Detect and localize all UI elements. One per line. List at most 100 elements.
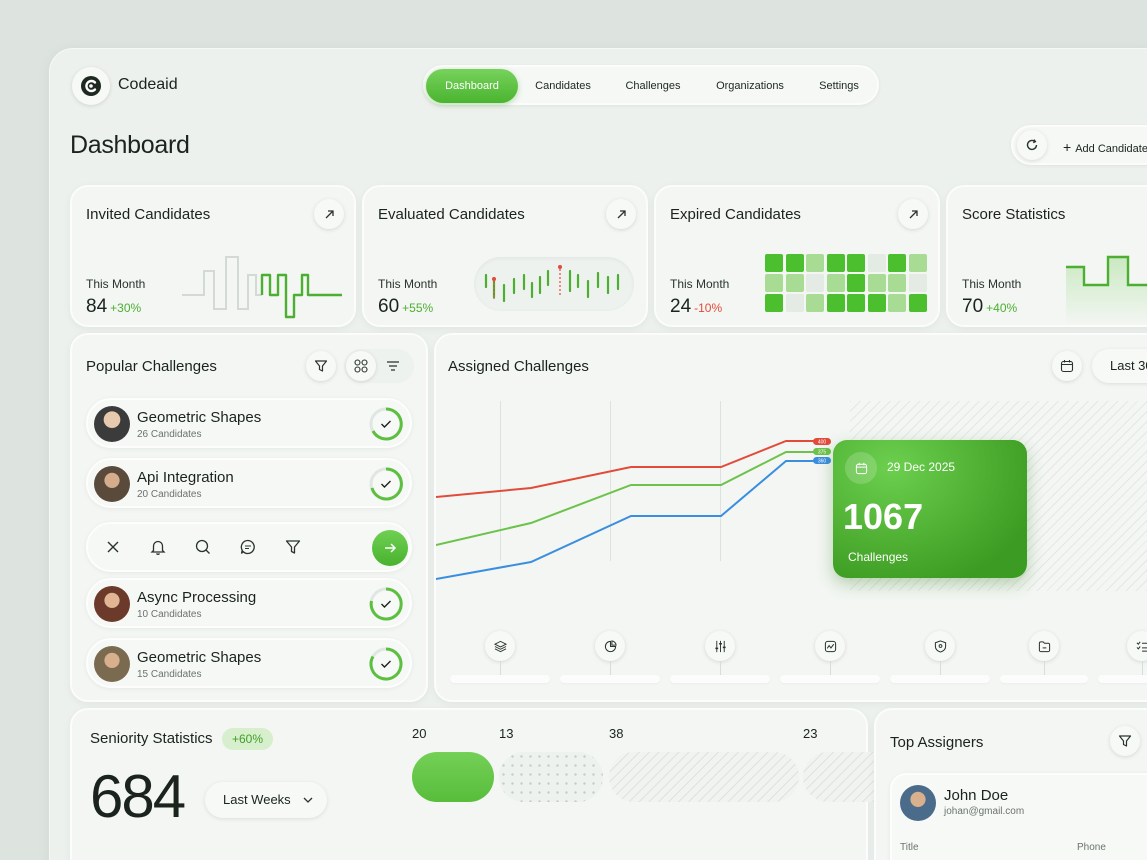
avatar [94, 466, 130, 502]
challenge-count: 26 Candidates [137, 429, 202, 440]
stat-change: +40% [986, 301, 1018, 315]
heatmap-cell [826, 294, 845, 312]
challenge-item[interactable]: Api Integration 20 Candidates [86, 458, 412, 508]
filter-button[interactable] [306, 351, 336, 381]
avatar [94, 646, 130, 682]
marker-blue-label: 360 [818, 459, 827, 465]
assigner-item[interactable]: John Doe johan@gmail.com Title Phone [890, 773, 1147, 860]
stem [940, 661, 941, 675]
stat-title: Score Statistics [962, 206, 1066, 223]
stat-change: +55% [402, 301, 434, 315]
nav-organizations[interactable]: Organizations [716, 80, 784, 92]
main-nav: Dashboard Candidates Challenges Organiza… [423, 65, 879, 105]
progress-bar [890, 675, 990, 683]
heatmap-cell [806, 274, 824, 292]
go-button[interactable] [372, 530, 408, 566]
nav-dashboard[interactable]: Dashboard [426, 69, 518, 103]
grid-icon [354, 359, 368, 373]
layers-icon[interactable] [485, 631, 515, 661]
stat-title: Evaluated Candidates [378, 206, 525, 223]
checklist-icon[interactable] [1127, 631, 1147, 661]
tooltip-date: 29 Dec 2025 [887, 460, 956, 474]
phone-label: Phone [1077, 842, 1106, 853]
nav-challenges[interactable]: Challenges [625, 80, 681, 92]
progress-bar [780, 675, 880, 683]
shield-icon[interactable] [925, 631, 955, 661]
assigned-line-chart: 400 375 360 [436, 438, 831, 580]
assigner-name: John Doe [944, 787, 1009, 804]
view-toggle [344, 349, 414, 383]
progress-bar [450, 675, 550, 683]
filter-icon [1118, 735, 1132, 747]
heatmap-cell [765, 294, 783, 312]
search-icon[interactable] [194, 538, 212, 556]
close-icon[interactable] [104, 538, 122, 556]
heatmap-cell [765, 274, 783, 292]
progress-bar [560, 675, 660, 683]
filter-icon[interactable] [284, 538, 302, 556]
logo-icon[interactable] [72, 67, 110, 105]
stat-number: 84 [86, 296, 108, 317]
heatmap-cell [806, 294, 824, 312]
bell-icon[interactable] [149, 538, 167, 556]
check-progress-icon[interactable] [368, 586, 404, 622]
nav-candidates[interactable]: Candidates [535, 80, 591, 92]
marker-green [813, 448, 831, 455]
calendar-icon [845, 452, 877, 484]
refresh-button[interactable] [1017, 130, 1047, 160]
grid-view-button[interactable] [346, 351, 376, 381]
check-progress-icon[interactable] [368, 646, 404, 682]
arrow-up-right-icon [617, 209, 626, 218]
challenge-item[interactable]: Geometric Shapes 26 Candidates [86, 398, 412, 448]
line-series-red [436, 440, 822, 498]
open-button[interactable] [606, 199, 636, 229]
period-select[interactable]: Last Weeks [205, 782, 327, 818]
check-progress-icon[interactable] [368, 406, 404, 442]
stat-number: 60 [378, 296, 400, 317]
heatmap-cell [908, 254, 927, 272]
heatmap-cell [785, 254, 804, 272]
marker-red [813, 438, 831, 445]
stem [610, 661, 611, 675]
open-button[interactable] [314, 199, 344, 229]
arrow-up-right-icon [325, 209, 334, 218]
pie-chart-icon[interactable] [595, 631, 625, 661]
stat-change: +30% [110, 301, 142, 315]
challenge-count: 15 Candidates [137, 669, 202, 680]
calendar-button[interactable] [1052, 351, 1082, 381]
popular-challenges-card: Popular Challenges Geometric Shapes 26 C… [70, 333, 428, 702]
stat-value: 70 +40% [962, 296, 1017, 318]
range-select[interactable]: Last 30 [1092, 349, 1147, 383]
segment-bar [499, 752, 603, 802]
stem [720, 661, 721, 675]
calendar-icon [1060, 360, 1074, 373]
image-chart-icon[interactable] [815, 631, 845, 661]
progress-bar [670, 675, 770, 683]
add-candidate-button[interactable]: + Add Candidate [1063, 139, 1147, 155]
marker-red-label: 400 [818, 440, 827, 446]
challenge-item[interactable]: Geometric Shapes 15 Candidates [86, 638, 412, 688]
heatmap-cell [888, 274, 906, 292]
sort-lines-icon [387, 361, 399, 371]
check-progress-icon[interactable] [368, 466, 404, 502]
folder-icon[interactable] [1029, 631, 1059, 661]
stat-period: This Month [378, 277, 438, 291]
segment-value: 13 [499, 726, 514, 741]
challenge-count: 10 Candidates [137, 609, 202, 620]
grid-line [500, 401, 501, 561]
heatmap-cell [908, 294, 927, 312]
open-button[interactable] [898, 199, 928, 229]
nav-settings[interactable]: Settings [819, 80, 859, 92]
chat-icon[interactable] [239, 538, 257, 556]
app-name: Codeaid [118, 76, 178, 93]
list-view-button[interactable] [386, 359, 400, 378]
challenge-item[interactable]: Async Processing 10 Candidates [86, 578, 412, 628]
sliders-icon[interactable] [705, 631, 735, 661]
add-candidate-label: Add Candidate [1075, 143, 1147, 155]
filter-button[interactable] [1110, 726, 1140, 756]
stem [830, 661, 831, 675]
heatmap-cell [826, 254, 845, 272]
heatmap-cell [765, 254, 783, 272]
heatmap-cell [785, 294, 804, 312]
page-title: Dashboard [70, 131, 190, 159]
